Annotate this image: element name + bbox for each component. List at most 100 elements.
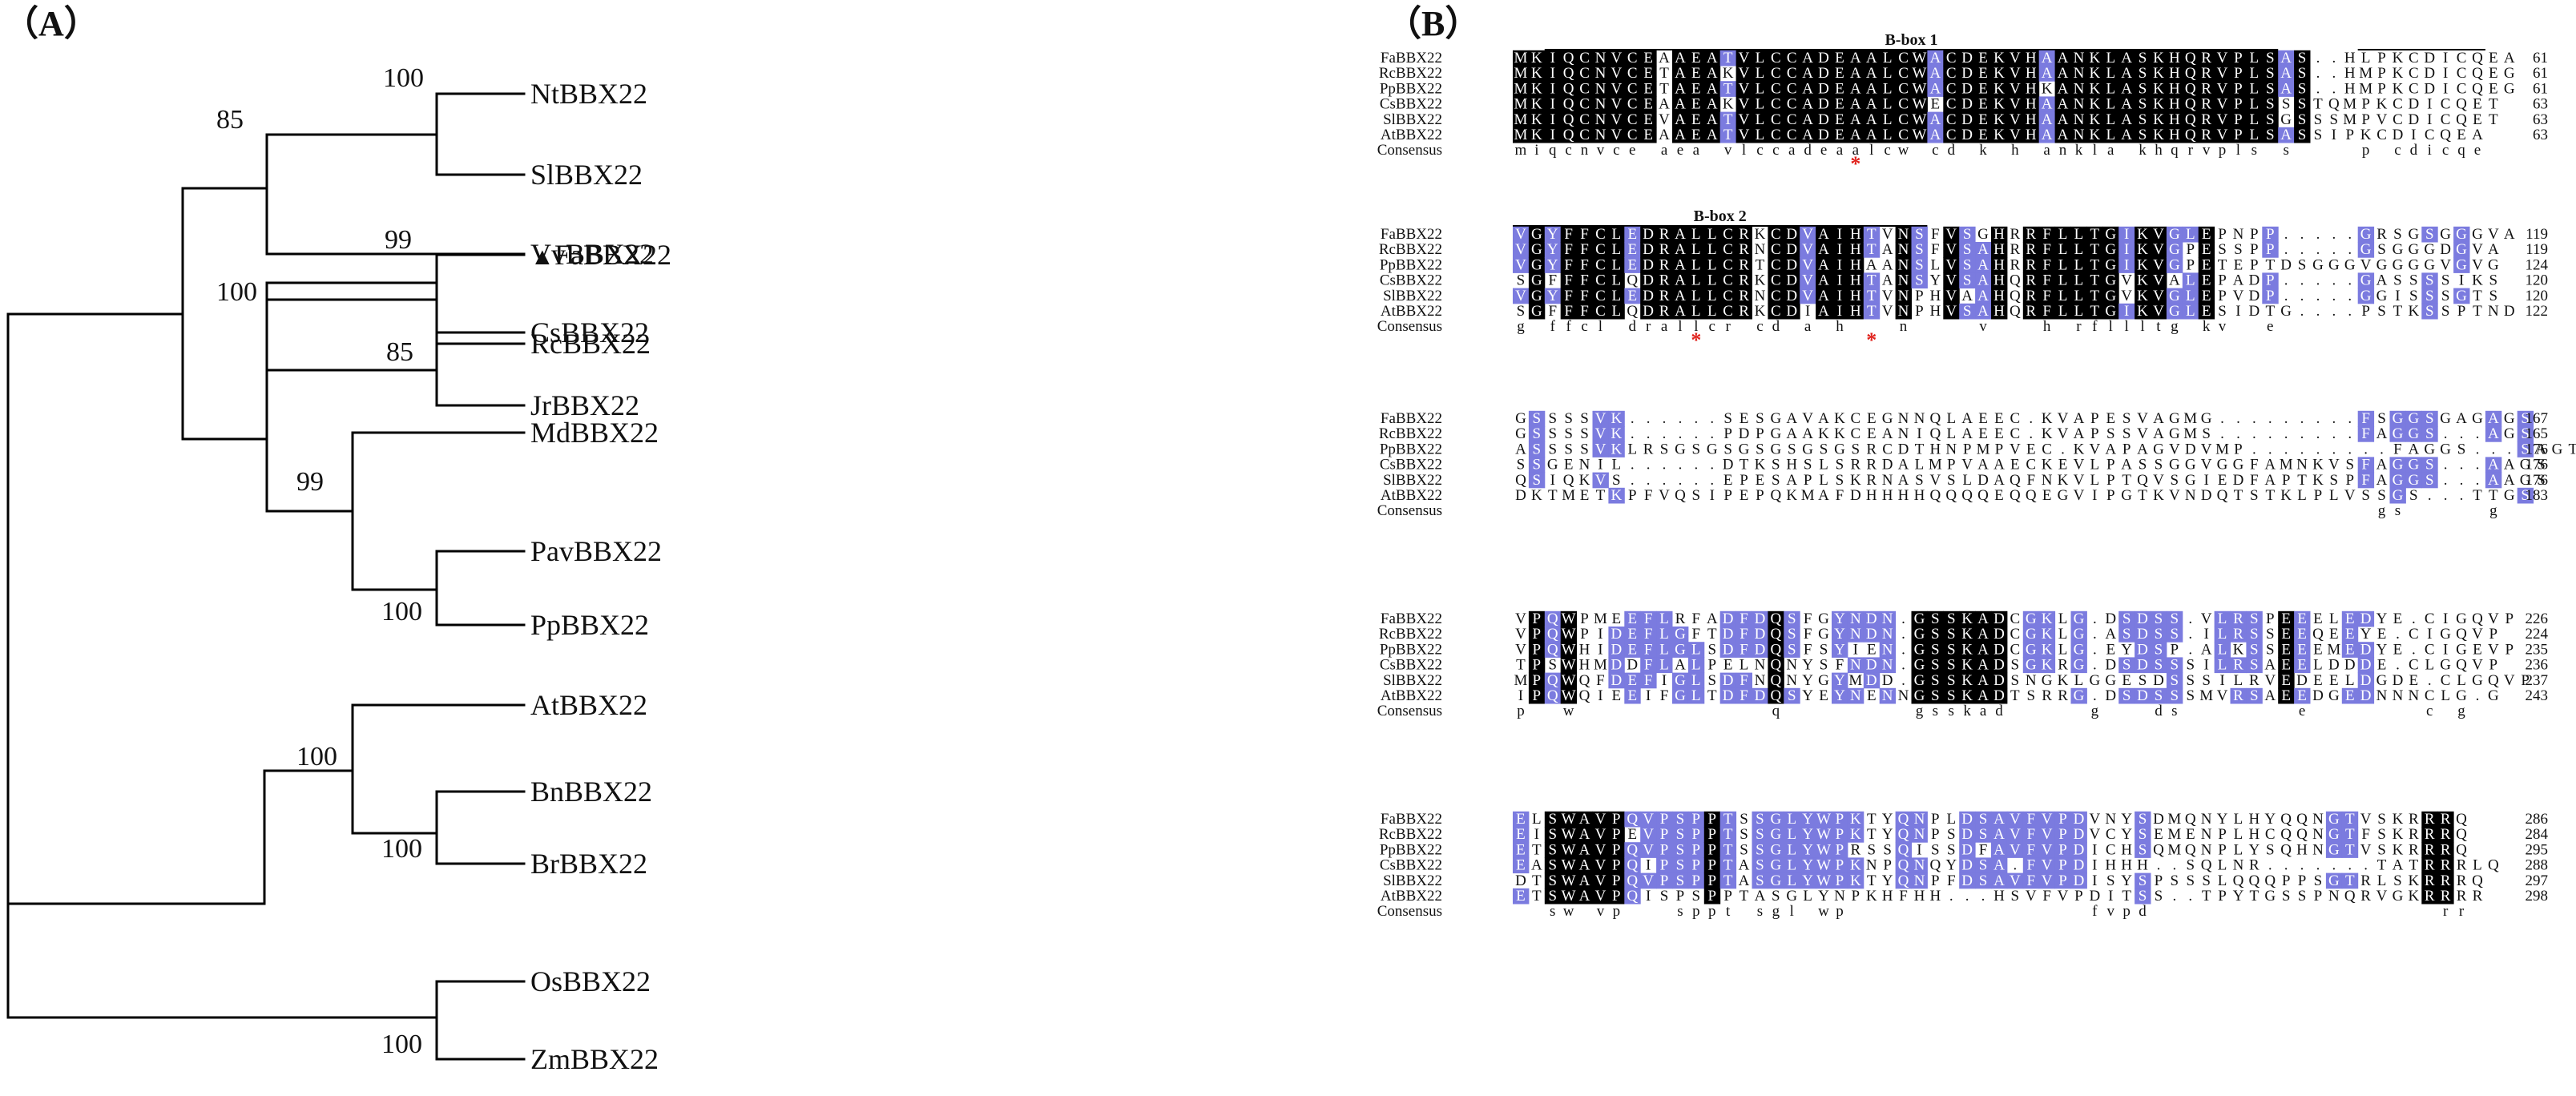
residue-shade (1816, 303, 1832, 320)
sequence-name: CsBBX22 (1380, 857, 1442, 874)
residue-shade (1719, 827, 1737, 843)
residue-shade (2022, 66, 2040, 82)
residue-shade (1592, 111, 1609, 128)
residue-shade (1608, 257, 1625, 273)
residue-shade (2022, 96, 2040, 113)
residue-shade (2070, 66, 2087, 82)
residue-shade (1656, 657, 1673, 674)
residue-shade (1975, 827, 1992, 843)
residue-shade (2006, 811, 2024, 828)
residue-shade (1672, 627, 1689, 643)
residue-shade (1959, 672, 1976, 689)
residue-shade (2151, 127, 2167, 143)
residue-shade (2357, 272, 2375, 289)
residue-shade (1687, 96, 1705, 113)
residue-shade (1624, 50, 1641, 66)
residue-shade (1656, 811, 1673, 828)
residue-shade (2135, 272, 2151, 289)
taxon-label: ZmBBX22 (530, 1043, 659, 1075)
residue-shade (1513, 811, 1530, 828)
residue-shade (1687, 226, 1705, 243)
residue-shade (1608, 872, 1625, 889)
residue-shade (1735, 50, 1752, 66)
residue-shade (2135, 642, 2151, 658)
residue-shade (1847, 288, 1864, 304)
residue-shade (2006, 827, 2024, 843)
residue-shade (2357, 657, 2375, 674)
residue-shade (1863, 81, 1881, 97)
residue-shade (2453, 226, 2470, 243)
residue-shade (1544, 827, 1562, 843)
residue-shade (2341, 827, 2359, 843)
residue-shade (1832, 111, 1848, 128)
panel-a-label: （A） (3, 4, 99, 43)
sequence-end-number: 176 (2526, 457, 2549, 473)
residue-shade (1832, 127, 1848, 143)
residue-shade (2182, 272, 2199, 289)
residue-shade (1640, 610, 1657, 627)
residue-shade (1784, 111, 1800, 128)
residue-shade (2070, 303, 2087, 320)
residue-shade (1719, 242, 1737, 258)
residue-shade (1911, 50, 1928, 66)
residue-shade (2517, 487, 2534, 504)
residue-shade (2198, 111, 2215, 128)
residue-shade (1784, 66, 1800, 82)
residue-shade (2022, 811, 2040, 828)
residue-shade (2262, 96, 2279, 113)
residue-shade (2054, 242, 2071, 258)
taxon-label: BnBBX22 (530, 776, 652, 808)
residue-shade (2246, 657, 2263, 674)
residue-shade (1895, 872, 1912, 889)
residue-shade (2038, 627, 2056, 643)
residue-shade (1784, 627, 1800, 643)
residue-shade (1895, 50, 1912, 66)
residue-shade (1624, 627, 1641, 643)
residue-shade (2118, 66, 2135, 82)
residue-shade (1991, 827, 2008, 843)
residue-shade (1513, 857, 1530, 874)
residue-shade (1832, 96, 1848, 113)
residue-shade (1560, 827, 1578, 843)
residue-shade (2054, 842, 2071, 858)
residue-shade (2246, 111, 2263, 128)
residue-shade (2166, 657, 2183, 674)
residue-shade (1560, 96, 1578, 113)
residue-shade (1800, 226, 1816, 243)
residue-shade (2294, 81, 2311, 97)
residue-shade (1959, 127, 1976, 143)
residue-shade (1528, 687, 1546, 704)
residue-shade (1832, 257, 1848, 273)
residue-shade (2405, 457, 2422, 473)
residue-shade (2038, 127, 2056, 143)
residue-shade (1544, 627, 1562, 643)
residue-shade (2262, 66, 2279, 82)
residue-shade (2198, 50, 2215, 66)
residue-shade (1528, 672, 1546, 689)
residue-shade (2278, 81, 2295, 97)
residue-shade (1895, 257, 1912, 273)
residue-shade (1640, 272, 1657, 289)
residue-shade (1703, 50, 1721, 66)
residue-shade (1847, 872, 1864, 889)
residue-shade (1703, 857, 1721, 874)
residue-shade (2038, 66, 2056, 82)
residue-shade (1608, 96, 1625, 113)
residue-shade (2135, 111, 2151, 128)
residue-shade (1640, 257, 1657, 273)
residue-shade (2102, 127, 2119, 143)
residue-shade (1576, 872, 1593, 889)
residue-shade (2246, 50, 2263, 66)
residue-shade (1832, 226, 1848, 243)
residue-shade (1768, 242, 1784, 258)
residue-shade (1592, 857, 1609, 874)
residue-shade (1927, 111, 1944, 128)
residue-shade (1735, 96, 1752, 113)
residue-shade (1991, 811, 2008, 828)
alignment-blocks: B-box 1 FaBBX22 M K I Q C N V C E A A E A T V L C C A D E A A L C W… (1377, 31, 2576, 920)
residue-shade (1592, 66, 1609, 82)
residue-shade (1768, 627, 1784, 643)
residue-shade (2453, 257, 2470, 273)
